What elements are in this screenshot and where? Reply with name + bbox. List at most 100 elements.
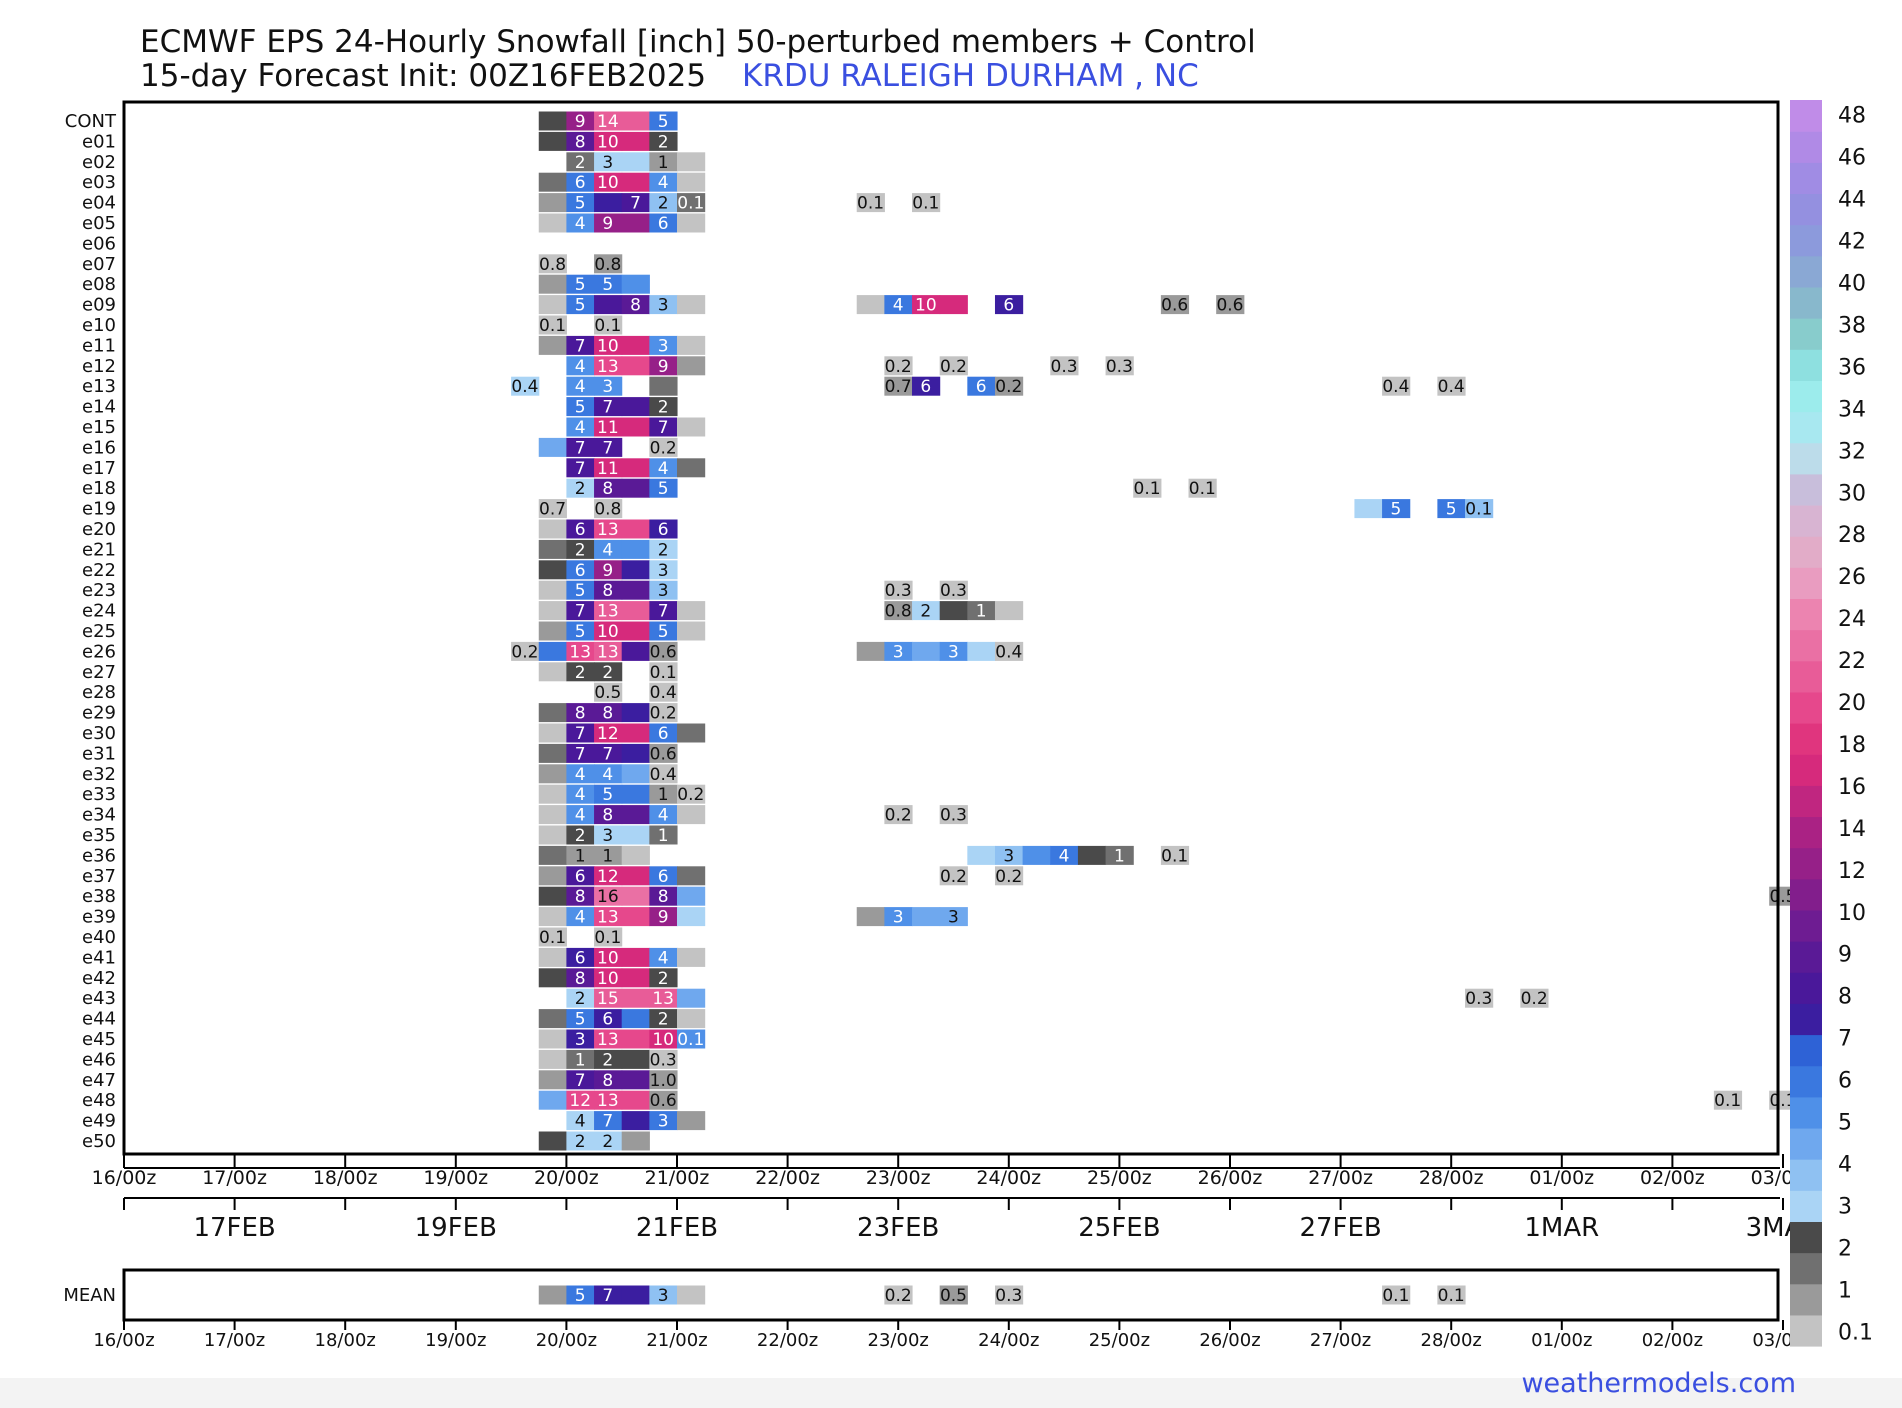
- data-cell: [621, 845, 650, 865]
- data-cell: [566, 560, 595, 580]
- mean-time-tick-label: 16/00z: [93, 1330, 154, 1351]
- member-label: e14: [82, 397, 116, 418]
- data-cell: [649, 1009, 678, 1029]
- cell-value-label: 0.3: [1051, 357, 1078, 377]
- data-cell: [594, 743, 623, 763]
- data-cell: [594, 315, 623, 335]
- data-cell: [1465, 988, 1494, 1008]
- data-cell: [594, 417, 623, 437]
- data-cell: [594, 601, 623, 621]
- cell-value-label: 4: [658, 459, 669, 479]
- member-label: e21: [82, 539, 116, 560]
- chart-title: ECMWF EPS 24-Hourly Snowfall [inch] 50-p…: [140, 24, 1256, 60]
- data-cell: [594, 356, 623, 376]
- data-cell: [594, 193, 623, 213]
- data-cell: [649, 1049, 678, 1069]
- data-cell: [594, 499, 623, 519]
- date-label: 17FEB: [193, 1213, 275, 1243]
- data-cell: [566, 845, 595, 865]
- data-cell: [621, 723, 650, 743]
- data-cell: [621, 111, 650, 131]
- member-label: e28: [82, 682, 116, 703]
- data-cell: [621, 621, 650, 641]
- data-cell: [677, 784, 706, 804]
- credit-link[interactable]: weathermodels.com: [1521, 1368, 1796, 1399]
- cell-value-label: 2: [575, 153, 586, 173]
- member-labels: CONTe01e02e03e04e05e06e07e08e09e10e11e12…: [65, 111, 117, 1152]
- data-cell: [594, 335, 623, 355]
- cell-value-label: 2: [602, 1132, 613, 1152]
- data-cell: [594, 111, 623, 131]
- colorbar-segment: [1790, 1221, 1822, 1254]
- data-cell: [594, 723, 623, 743]
- cell-value-label: 0.8: [594, 255, 621, 275]
- cell-value-label: 0.3: [1106, 357, 1133, 377]
- data-cell: [621, 1285, 650, 1305]
- data-cell: [994, 1285, 1024, 1305]
- data-cell: [594, 621, 623, 641]
- data-cell: [621, 703, 650, 723]
- colorbar-tick-label: 14: [1838, 817, 1866, 842]
- member-label: e05: [82, 213, 116, 234]
- member-label: e12: [82, 356, 116, 377]
- data-cell: [538, 254, 567, 274]
- data-cell: [566, 172, 595, 192]
- member-label: e02: [82, 152, 116, 173]
- mean-time-tick-label: 18/00z: [315, 1330, 376, 1351]
- cell-value-label: 2: [575, 540, 586, 560]
- cell-value-label: 0.1: [912, 194, 939, 214]
- cell-value-label: 4: [658, 948, 669, 968]
- colorbar-segment: [1790, 723, 1822, 755]
- data-cell: [649, 1029, 678, 1049]
- member-label: e13: [82, 376, 116, 397]
- colorbar-tick-label: 40: [1838, 271, 1866, 296]
- data-cell: [621, 458, 650, 478]
- data-cell: [621, 193, 650, 213]
- cell-value-label: 6: [658, 520, 669, 540]
- cell-value-label: 4: [893, 296, 904, 316]
- colorbar-segment: [1790, 380, 1822, 413]
- colorbar-tick-label: 48: [1838, 104, 1866, 129]
- data-cell: [594, 1131, 623, 1151]
- cell-value-label: 2: [575, 826, 586, 846]
- data-cell: [649, 743, 678, 763]
- data-cell: [912, 641, 941, 661]
- cell-value-label: 10: [652, 1030, 674, 1050]
- data-cell: [566, 356, 595, 376]
- member-label: e46: [82, 1049, 116, 1070]
- data-cell: [538, 723, 567, 743]
- member-label: e20: [82, 519, 116, 540]
- cell-value-label: 10: [597, 969, 619, 989]
- colorbar-segment: [1790, 411, 1822, 444]
- data-cell: [649, 866, 678, 886]
- data-cell: [538, 1070, 567, 1090]
- data-cell: [538, 621, 567, 641]
- cell-value-label: 6: [602, 1010, 613, 1030]
- data-cell: [566, 662, 595, 682]
- member-label: e42: [82, 968, 116, 989]
- cell-value-label: 2: [575, 479, 586, 499]
- mean-time-tick-label: 21/00z: [646, 1330, 707, 1351]
- data-cell: [884, 641, 913, 661]
- cell-value-label: 4: [575, 785, 586, 805]
- data-cell: [677, 805, 706, 825]
- cell-value-label: 3: [658, 336, 669, 356]
- data-cell: [649, 356, 678, 376]
- cell-value-label: 7: [602, 1286, 613, 1306]
- data-cell: [621, 1049, 650, 1069]
- cell-value-label: 2: [920, 602, 931, 622]
- colorbar-segment: [1790, 691, 1822, 724]
- cell-value-label: 8: [602, 479, 613, 499]
- data-cell: [649, 335, 678, 355]
- mean-time-tick-label: 20/00z: [536, 1330, 597, 1351]
- data-cell: [621, 417, 650, 437]
- colorbar-tick-label: 28: [1838, 523, 1866, 548]
- cell-value-label: 7: [575, 744, 586, 764]
- colorbar-segment: [1790, 1096, 1822, 1129]
- cell-value-label: 0.1: [594, 316, 621, 336]
- cell-value-label: 0.6: [650, 1091, 677, 1111]
- data-cell: [649, 621, 678, 641]
- data-cell: [538, 764, 567, 784]
- cell-value-label: 0.2: [650, 438, 677, 458]
- data-cell: [538, 927, 567, 947]
